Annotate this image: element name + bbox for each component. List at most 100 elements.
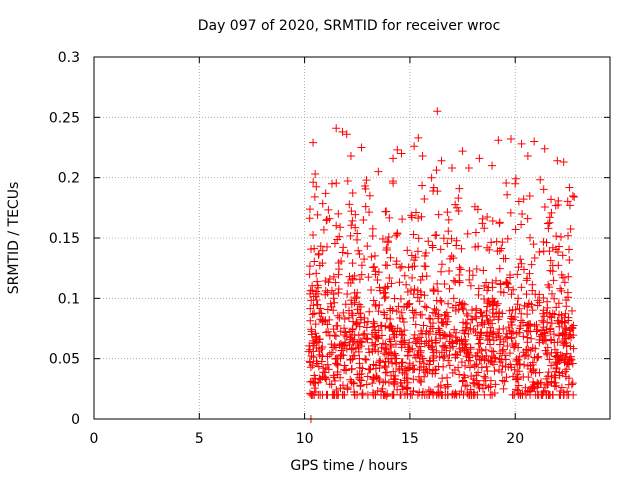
data-point [389,154,398,163]
data-point [420,291,429,300]
data-point [389,351,398,360]
data-point [443,380,452,389]
data-point [336,327,345,336]
data-point [487,352,496,361]
data-point [362,355,371,364]
data-point [357,143,366,152]
data-point [381,207,390,216]
data-point [570,192,579,201]
data-point [536,379,545,388]
data-point [528,306,537,315]
data-point [553,316,562,325]
data-point [411,337,420,346]
data-point [403,374,412,383]
y-tick-label: 0.1 [58,291,80,307]
data-point [461,343,470,352]
x-tick-label: 10 [296,431,314,447]
data-point [403,246,412,255]
data-point [454,206,463,215]
data-point [484,297,493,306]
data-point [354,246,363,255]
data-point [414,214,423,223]
data-point [433,187,442,196]
data-point [528,286,537,295]
data-point [321,317,330,326]
data-point [548,261,557,270]
data-point [503,332,512,341]
data-point [517,139,526,148]
data-point [378,235,387,244]
data-point [384,354,393,363]
data-point [362,380,371,389]
data-point [507,363,516,372]
data-point [325,315,334,324]
data-point [385,273,394,282]
data-point [506,273,515,282]
data-point [468,271,477,280]
data-point [568,192,577,201]
data-point [477,363,486,372]
data-point [443,390,452,399]
data-point [333,311,342,320]
data-point [556,284,565,293]
data-point [410,351,419,360]
data-point [482,362,491,371]
data-point [347,221,356,230]
data-point [540,144,549,153]
data-point [491,380,500,389]
data-point [555,322,564,331]
data-point [331,354,340,363]
data-point [309,138,318,147]
data-point [494,136,503,145]
data-point [426,387,435,396]
data-point [372,333,381,342]
data-point [461,361,470,370]
data-point [557,383,566,392]
data-point [529,380,538,389]
data-point [509,285,518,294]
data-point [426,357,435,366]
data-point [347,309,356,318]
data-point [550,382,559,391]
x-axis-label: GPS time / hours [290,458,407,474]
data-point [457,335,466,344]
data-point [309,378,318,387]
data-point [511,174,520,183]
data-point [408,306,417,315]
data-point [502,179,511,188]
data-point [400,369,409,378]
data-point [547,361,556,370]
data-point [509,390,518,399]
data-point [446,254,455,263]
data-point [478,312,487,321]
data-point [434,362,443,371]
data-point [503,278,512,287]
data-point [483,286,492,295]
data-point [397,149,406,158]
data-point [480,224,489,233]
data-point [323,360,332,369]
data-point [514,294,523,303]
data-point [414,234,423,243]
data-point [499,384,508,393]
data-point [374,268,383,277]
data-point [545,213,554,222]
data-point [558,329,567,338]
data-point [513,270,522,279]
data-point [451,200,460,209]
data-point [380,361,389,370]
data-point [369,296,378,305]
data-point [395,313,404,322]
data-point [395,327,404,336]
chart-title: Day 097 of 2020, SRMTID for receiver wro… [198,18,501,34]
data-point [419,321,428,330]
data-point [489,347,498,356]
data-point [550,338,559,347]
data-point [483,366,492,375]
data-point [307,390,316,399]
data-point [408,344,417,353]
data-point [367,252,376,261]
data-point [478,214,487,223]
data-point [338,127,347,136]
data-point [346,151,355,160]
